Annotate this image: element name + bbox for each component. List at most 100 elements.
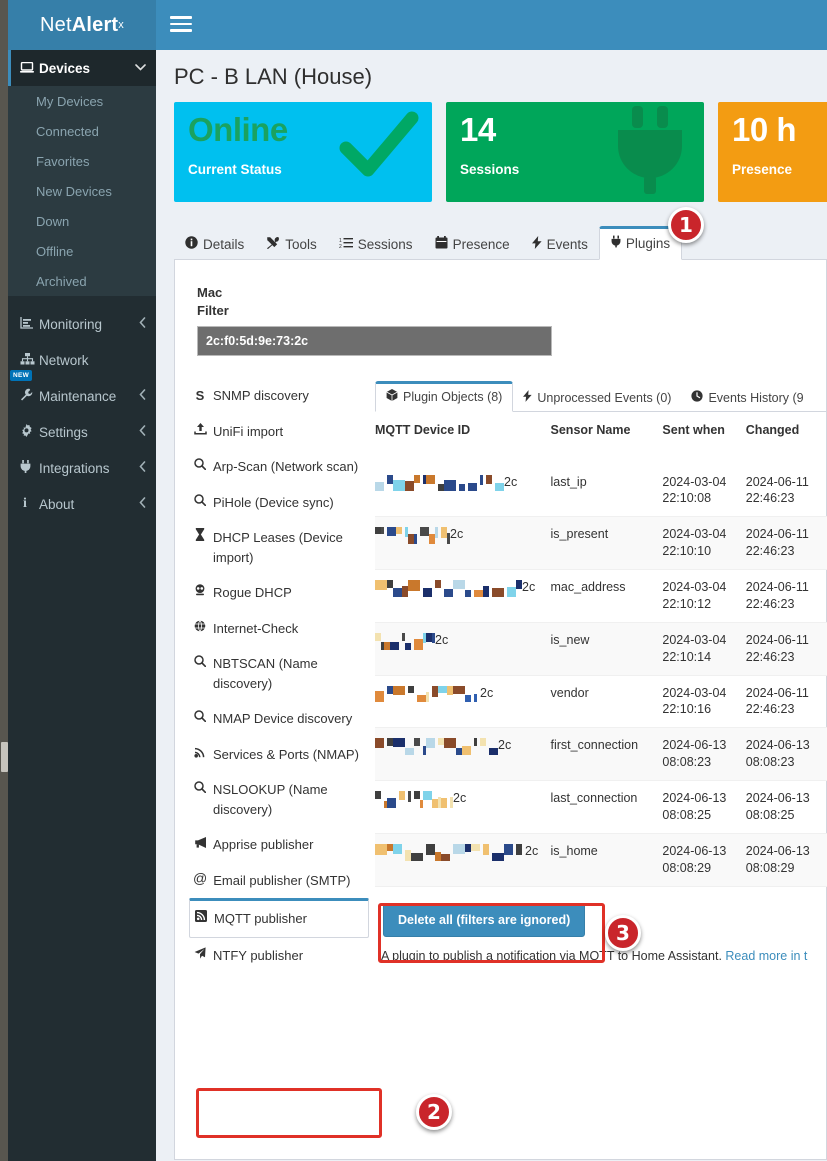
- broadcast-icon: [193, 745, 207, 765]
- sidebar-item-connected[interactable]: Connected: [8, 116, 156, 146]
- tab-unprocessed-events[interactable]: Unprocessed Events (0): [513, 383, 681, 412]
- cell-mqtt-device-id: 2c: [375, 569, 551, 623]
- sent-date: 2024-06-13: [662, 791, 727, 806]
- tab-events-history[interactable]: Events History (9: [681, 383, 813, 412]
- sent-date: 2024-03-04: [662, 685, 727, 700]
- mac-filter-input[interactable]: 2c:f0:5d:9e:73:2c: [197, 326, 552, 357]
- th-mqtt-device-id[interactable]: MQTT Device ID: [375, 423, 471, 438]
- sessions-card-label: Sessions: [460, 161, 520, 177]
- sent-time: 08:08:29: [662, 860, 712, 875]
- plugin-item-unifi-import[interactable]: UniFi import: [189, 414, 375, 450]
- cell-changed: 2024-06-11 22:46:23: [745, 622, 827, 676]
- sidebar-item-favorites[interactable]: Favorites: [8, 146, 156, 176]
- sessions-card[interactable]: 14 Sessions: [446, 102, 704, 202]
- plugin-item-snmp-discovery[interactable]: S SNMP discovery: [189, 378, 375, 414]
- sidebar-item-devices[interactable]: Devices: [8, 50, 156, 86]
- changed-time: 08:08:25: [745, 807, 795, 822]
- sidebar-item-monitoring[interactable]: Monitoring: [8, 306, 156, 342]
- sidebar-item-monitoring-label: Monitoring: [39, 316, 103, 332]
- sent-date: 2024-03-04: [662, 632, 727, 647]
- plugin-description-text: A plugin to publish a notification via M…: [381, 948, 726, 963]
- tab-presence[interactable]: Presence: [424, 228, 521, 260]
- sidebar-item-network[interactable]: Network: [8, 342, 156, 378]
- th-changed[interactable]: Changed: [745, 423, 800, 438]
- info-circle-icon: [185, 236, 198, 252]
- sent-date: 2024-06-13: [662, 738, 727, 753]
- redacted-id: [375, 474, 504, 492]
- read-more-link[interactable]: Read more in t: [725, 948, 808, 963]
- sidebar-item-settings-label: Settings: [39, 424, 88, 440]
- plugin-item-dhcp-leases[interactable]: DHCP Leases (Device import): [189, 520, 375, 575]
- table-row[interactable]: 2c is_new 2024-03-04 22:10:14 2024-06-11 2…: [375, 622, 827, 676]
- th-sent-when[interactable]: Sent when: [662, 423, 725, 438]
- sent-date: 2024-03-04: [662, 527, 727, 542]
- mac-filter-label: Mac Filter: [197, 284, 241, 319]
- sidebar-subitem-label: Connected: [36, 123, 99, 139]
- plugin-item-internet-check[interactable]: Internet-Check: [189, 611, 375, 647]
- sidebar-item-down[interactable]: Down: [8, 206, 156, 236]
- plugin-item-label: Internet-Check: [213, 620, 299, 636]
- delete-all-button[interactable]: Delete all (filters are ignored): [383, 902, 586, 937]
- sidebar-item-about[interactable]: i About: [8, 486, 156, 522]
- tab-plugin-objects[interactable]: Plugin Objects (8): [375, 381, 514, 413]
- tab-events[interactable]: Events: [521, 228, 599, 260]
- table-row[interactable]: 2c is_present 2024-03-04 22:10:10 2024-06…: [375, 516, 827, 571]
- app-logo[interactable]: Net Alert x: [8, 0, 156, 50]
- plugin-item-email-publisher[interactable]: @ Email publisher (SMTP): [189, 863, 375, 899]
- plugin-description: A plugin to publish a notification via M…: [375, 937, 827, 963]
- table-row[interactable]: 2c last_ip 2024-03-04 22:10:08 2024-06-11…: [375, 464, 827, 518]
- plugin-item-services-ports[interactable]: Services & Ports (NMAP): [189, 737, 375, 773]
- tab-unprocessed-events-label: Unprocessed Events (0): [537, 390, 672, 405]
- changed-time: 22:46:23: [745, 596, 795, 611]
- sidebar-item-maintenance[interactable]: NEW Maintenance: [8, 370, 156, 414]
- status-card-label: Current Status: [188, 161, 282, 177]
- plugin-item-apprise-publisher[interactable]: Apprise publisher: [189, 827, 375, 863]
- sent-time: 08:08:25: [662, 807, 712, 822]
- tab-presence-label: Presence: [452, 236, 510, 252]
- chevron-left-icon: [139, 497, 146, 511]
- sidebar-item-new-devices[interactable]: New Devices: [8, 176, 156, 206]
- menu-icon[interactable]: [170, 13, 192, 35]
- cell-sent-when: 2024-03-04 22:10:10: [662, 516, 746, 571]
- page-scrollbar-thumb[interactable]: [1, 742, 8, 772]
- table-row[interactable]: 2c vendor 2024-03-04 22:10:16 2024-06-11 2…: [375, 675, 827, 729]
- table-row[interactable]: 2c is_home 2024-06-13 08:08:29 2024-06-13…: [375, 833, 827, 887]
- tab-tools[interactable]: Tools: [255, 228, 328, 260]
- chevron-left-icon: [139, 425, 146, 439]
- sidebar-item-integrations[interactable]: Integrations: [8, 450, 156, 486]
- cube-icon: [386, 389, 398, 404]
- cell-mqtt-device-id: 2c: [375, 833, 551, 887]
- page-scrollbar[interactable]: [0, 0, 8, 1161]
- cell-changed: 2024-06-13 08:08:23: [745, 727, 827, 782]
- table-row[interactable]: 2c mac_address 2024-03-04 22:10:12 2024-0…: [375, 569, 827, 623]
- plugin-item-nmap-device-discovery[interactable]: NMAP Device discovery: [189, 701, 375, 737]
- sidebar-subitem-label: Down: [36, 213, 70, 229]
- search-icon: [193, 709, 207, 729]
- sidebar-item-my-devices[interactable]: My Devices: [8, 86, 156, 116]
- logo-prefix: Net: [39, 13, 72, 36]
- presence-card[interactable]: 10 h Presence: [718, 102, 827, 202]
- tab-details[interactable]: Details: [174, 228, 255, 260]
- plugin-item-pihole[interactable]: PiHole (Device sync): [189, 485, 375, 521]
- status-card[interactable]: Online Current Status: [174, 102, 432, 202]
- cell-mqtt-device-id: 2c: [375, 464, 551, 518]
- chevron-down-icon: [135, 62, 146, 74]
- plugin-item-nslookup[interactable]: NSLOOKUP (Name discovery): [189, 772, 375, 827]
- table-row[interactable]: 2c first_connection 2024-06-13 08:08:23 2…: [375, 727, 827, 782]
- sidebar-item-archived[interactable]: Archived: [8, 266, 156, 296]
- plugin-item-arp-scan[interactable]: Arp-Scan (Network scan): [189, 449, 375, 485]
- th-sensor-name[interactable]: Sensor Name: [550, 423, 631, 438]
- hourglass-icon: [193, 528, 207, 567]
- new-badge: NEW: [10, 370, 33, 381]
- search-icon: [193, 457, 207, 477]
- sidebar-item-offline[interactable]: Offline: [8, 236, 156, 266]
- table-row[interactable]: 2c last_connection 2024-06-13 08:08:25 20…: [375, 780, 827, 834]
- sidebar: Net Alert x Devices My Devices Connected F…: [8, 0, 156, 1161]
- plugin-item-rogue-dhcp[interactable]: Rogue DHCP: [189, 575, 375, 611]
- sidebar-item-settings[interactable]: Settings: [8, 414, 156, 450]
- plugin-item-nbtscan[interactable]: NBTSCAN (Name discovery): [189, 646, 375, 701]
- plugin-item-ntfy-publisher[interactable]: NTFY publisher: [189, 938, 375, 974]
- plugin-item-mqtt-publisher[interactable]: MQTT publisher: [189, 898, 369, 938]
- tab-tools-label: Tools: [285, 236, 317, 252]
